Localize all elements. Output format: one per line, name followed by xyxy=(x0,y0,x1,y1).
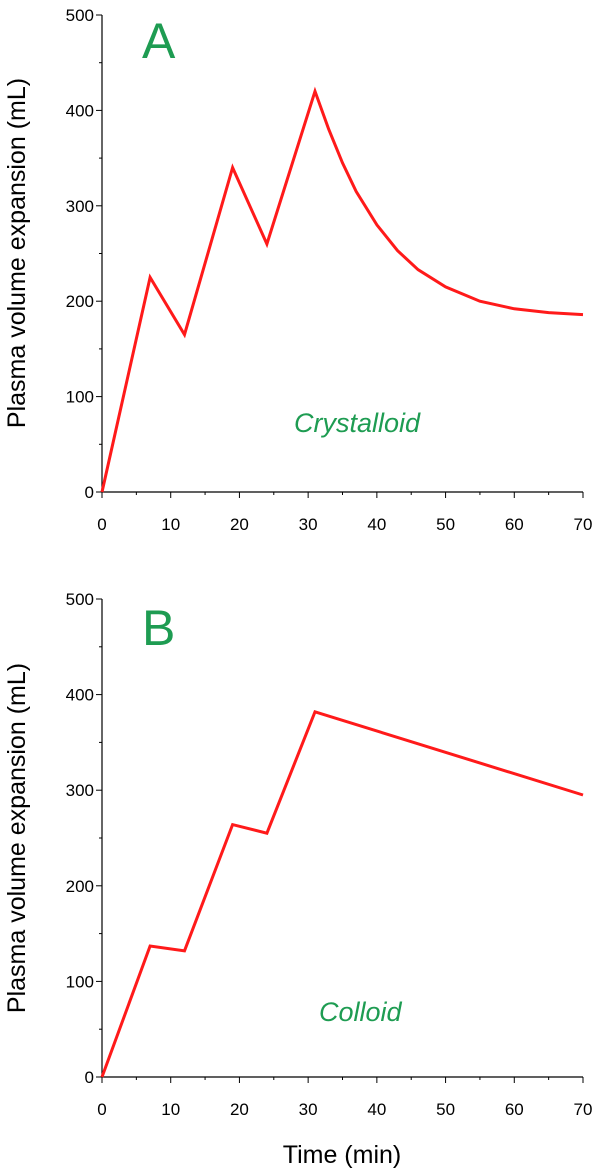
x-tick-label: 20 xyxy=(230,1100,249,1119)
x-tick-label: 60 xyxy=(505,515,524,534)
x-tick-label: 40 xyxy=(367,1100,386,1119)
panel-label-a: A xyxy=(142,13,176,69)
y-tick-label: 100 xyxy=(66,972,94,991)
y-tick-label: 500 xyxy=(66,590,94,609)
y-tick-label: 0 xyxy=(85,1068,94,1087)
panel-b: 0 100 200 300 400 500 0 10 20 30 40 50 60 70 B Collo… xyxy=(3,590,592,1119)
x-tick-label: 70 xyxy=(574,515,593,534)
annotation-crystalloid: Crystalloid xyxy=(294,408,421,438)
y-axis-label-a: Plasma volume expansion (mL) xyxy=(3,78,31,428)
x-tick-label: 40 xyxy=(367,515,386,534)
series-line-crystalloid xyxy=(100,86,584,493)
y-tick-label: 200 xyxy=(66,292,94,311)
x-tick-label: 0 xyxy=(97,515,106,534)
y-tick-label: 0 xyxy=(85,483,94,502)
x-tick-label: 70 xyxy=(574,1100,593,1119)
annotation-colloid: Colloid xyxy=(319,997,403,1027)
x-tick-label: 20 xyxy=(230,515,249,534)
x-tick-label: 30 xyxy=(299,515,318,534)
y-tick-label: 200 xyxy=(66,877,94,896)
x-tick-label: 60 xyxy=(505,1100,524,1119)
x-axis-label: Time (min) xyxy=(283,1141,402,1169)
x-ticks: 0 10 20 30 40 50 60 70 xyxy=(97,1077,592,1119)
y-tick-label: 300 xyxy=(66,197,94,216)
x-ticks: 0 10 20 30 40 50 60 70 xyxy=(97,492,592,534)
panel-a: 0 100 200 300 400 500 0 10 20 30 40 50 60 70 A Cryst… xyxy=(3,6,592,534)
x-tick-label: 50 xyxy=(436,1100,455,1119)
series-line-colloid xyxy=(100,709,584,1078)
y-ticks: 0 100 200 300 400 500 xyxy=(66,6,102,502)
y-ticks: 0 100 200 300 400 500 xyxy=(66,590,102,1087)
y-tick-label: 400 xyxy=(66,101,94,120)
x-tick-label: 10 xyxy=(161,1100,180,1119)
y-tick-label: 400 xyxy=(66,686,94,705)
y-tick-label: 500 xyxy=(66,6,94,25)
y-axis-label-b: Plasma volume expansion (mL) xyxy=(3,663,31,1013)
panel-label-b: B xyxy=(142,600,175,656)
x-tick-label: 30 xyxy=(299,1100,318,1119)
y-tick-label: 300 xyxy=(66,781,94,800)
x-tick-label: 50 xyxy=(436,515,455,534)
x-tick-label: 10 xyxy=(161,515,180,534)
x-tick-label: 0 xyxy=(97,1100,106,1119)
y-tick-label: 100 xyxy=(66,388,94,407)
